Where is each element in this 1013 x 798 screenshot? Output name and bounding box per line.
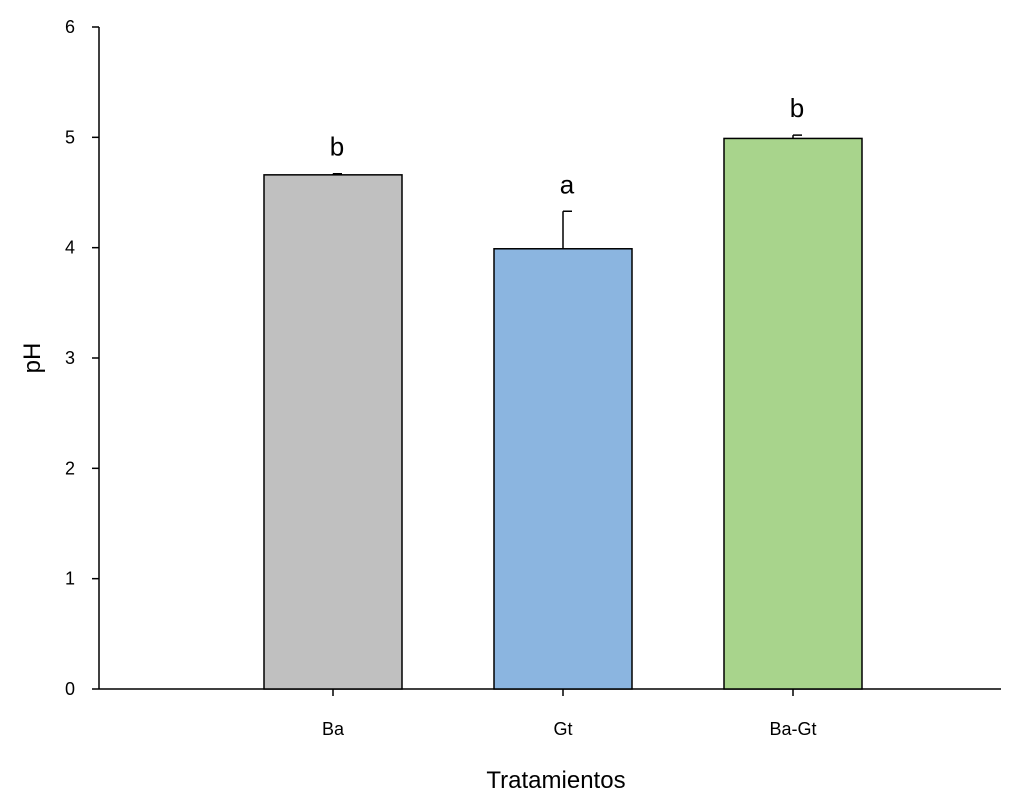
significance-label: b	[330, 132, 344, 162]
significance-label: b	[790, 93, 804, 123]
y-tick-label: 0	[65, 679, 75, 699]
bar-gt	[493, 248, 633, 690]
y-tick-label: 6	[65, 17, 75, 37]
y-tick-label: 2	[65, 458, 75, 478]
x-tick-label: Gt	[553, 719, 572, 739]
y-axis-title: pH	[19, 343, 46, 374]
y-tick-label: 5	[65, 127, 75, 147]
bar-ba	[263, 174, 403, 690]
x-tick-label: Ba-Gt	[769, 719, 816, 739]
significance-label: a	[560, 169, 575, 199]
y-tick-label: 3	[65, 348, 75, 368]
y-axis: 0 1 2 3 4 5 6	[65, 17, 100, 699]
bar-ba-gt	[723, 137, 863, 690]
bars: b a b	[263, 93, 863, 690]
y-tick-label: 4	[65, 238, 75, 258]
x-axis-title: Tratamientos	[486, 767, 625, 794]
x-axis: Ba Gt Ba-Gt	[99, 688, 1001, 739]
y-tick-label: 1	[65, 569, 75, 589]
x-tick-label: Ba	[322, 719, 345, 739]
